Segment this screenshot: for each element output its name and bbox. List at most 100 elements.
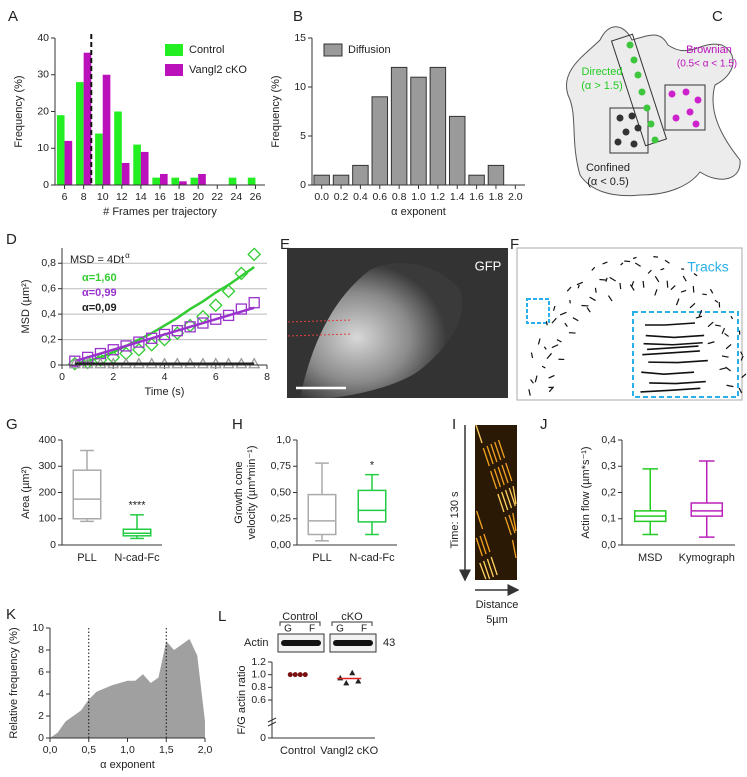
legend-label: Diffusion — [348, 44, 391, 56]
streak — [512, 512, 517, 532]
y-axis-label: MSD (µm²) — [20, 280, 32, 334]
track — [564, 322, 568, 327]
y-axis-label: velocity (µm*min⁻¹) — [246, 445, 258, 539]
marker — [131, 342, 146, 357]
y-tick-label: 0,75 — [271, 460, 292, 472]
blot-lane: G — [284, 624, 292, 635]
y-tick-label: 0,2 — [601, 486, 616, 498]
area — [50, 639, 205, 738]
point — [349, 669, 356, 676]
track — [649, 380, 706, 385]
y-tick-label: 40 — [37, 32, 49, 44]
blot-lane: F — [361, 624, 367, 635]
track — [530, 379, 534, 384]
panel-letter: L — [218, 608, 226, 625]
y-tick-label: 0,25 — [271, 513, 292, 525]
marker — [69, 355, 81, 367]
track — [740, 351, 744, 356]
streak — [504, 489, 513, 509]
blot-protein: Actin — [244, 637, 268, 649]
x-axis-label: Time (s) — [145, 386, 185, 398]
panel-f: F Tracks — [510, 236, 747, 401]
bar — [160, 173, 168, 185]
track — [692, 285, 695, 293]
y-tick-label: 10 — [294, 81, 306, 93]
streak — [490, 556, 498, 576]
bar — [468, 174, 485, 186]
blot-lane: G — [336, 624, 344, 635]
bar — [133, 144, 141, 185]
x-tick-label: 8 — [264, 371, 270, 383]
bar — [140, 151, 149, 185]
legend-swatch — [165, 64, 183, 76]
y-tick-label: 0 — [50, 539, 56, 551]
track — [632, 256, 637, 260]
box — [72, 469, 102, 520]
brownian-box — [664, 84, 706, 131]
x-axis-label: # Frames per trajectory — [103, 206, 217, 218]
x-tick-label: Vangl2 cKO — [320, 745, 378, 757]
y-tick-label: 5 — [300, 130, 306, 142]
bar — [247, 177, 256, 185]
x-tick-label: 18 — [173, 191, 185, 203]
marker — [248, 297, 260, 309]
track — [566, 286, 572, 292]
confined-box — [609, 107, 649, 154]
brownian-range: (0.5< α < 1.5) — [677, 59, 737, 70]
confined-range: (α < 0.5) — [587, 176, 629, 188]
track — [642, 350, 700, 356]
track — [648, 359, 708, 364]
x-tick-label: 2 — [110, 371, 116, 383]
track — [541, 365, 546, 369]
y-axis-label: Frequency (%) — [13, 75, 25, 147]
bar — [64, 140, 73, 185]
marker — [171, 325, 183, 337]
brownian-label: Brownian — [686, 44, 732, 56]
track — [702, 293, 707, 296]
panel-letter: E — [280, 236, 290, 253]
streak — [504, 516, 512, 536]
y-tick-label: 100 — [38, 513, 56, 525]
track — [534, 375, 538, 383]
track — [645, 334, 705, 339]
significance: **** — [128, 500, 146, 512]
x-tick-label: 4 — [162, 371, 168, 383]
streak — [486, 558, 495, 578]
x-tick-label: 0.8 — [392, 191, 407, 203]
track — [551, 344, 559, 349]
streak — [475, 510, 484, 530]
marker — [81, 351, 94, 364]
track — [653, 256, 658, 258]
annotation-superscript: α — [125, 251, 130, 260]
x-tick-label: 1,5 — [159, 744, 174, 756]
y-axis-label: Area (µm²) — [20, 466, 32, 519]
track — [647, 269, 652, 274]
panel-letter: D — [6, 231, 17, 248]
track — [631, 280, 635, 287]
track — [721, 327, 726, 335]
blot-bracket — [279, 621, 321, 626]
y-tick-label: 0,00 — [271, 539, 292, 551]
bar — [390, 66, 408, 186]
legend-label: Vangl2 cKO — [189, 64, 247, 76]
streak — [497, 466, 505, 486]
marker — [133, 336, 145, 348]
legend-label: Control — [189, 44, 224, 56]
bar — [448, 115, 466, 186]
y-tick-label: 0,0 — [601, 539, 616, 551]
bar — [429, 66, 447, 186]
bar — [487, 164, 505, 186]
track — [682, 275, 687, 282]
track — [629, 284, 635, 291]
track — [725, 343, 732, 350]
track — [607, 295, 613, 302]
bar — [152, 177, 160, 185]
y-tick-label: 8 — [38, 644, 44, 656]
x-tick-label: 1.2 — [431, 191, 446, 203]
y-tick-label: 0.6 — [251, 694, 266, 706]
y-tick-label: 0,8 — [41, 257, 56, 269]
streak — [493, 468, 502, 488]
y-tick-label: 200 — [38, 486, 56, 498]
panel-e: E GFP — [280, 236, 508, 398]
blot-mw: 43 — [383, 637, 395, 649]
